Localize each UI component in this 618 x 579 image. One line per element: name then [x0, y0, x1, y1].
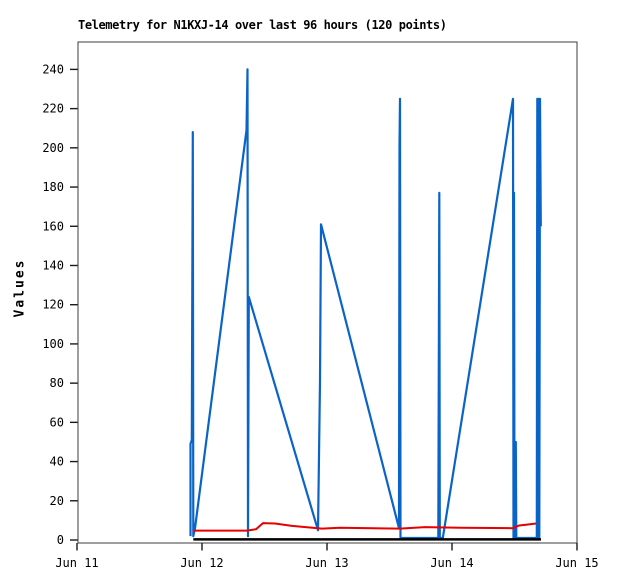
y-tick-label: 120: [42, 298, 64, 312]
y-tick-label: 80: [50, 376, 64, 390]
y-tick-label: 0: [57, 533, 64, 547]
series-channel-1-blue: [189, 68, 542, 540]
x-tick-label: Jun 15: [555, 556, 598, 570]
y-tick-label: 240: [42, 62, 64, 76]
y-tick-label: 140: [42, 258, 64, 272]
y-tick-label: 200: [42, 141, 64, 155]
y-tick-label: 60: [50, 415, 64, 429]
y-tick-label: 100: [42, 337, 64, 351]
y-tick-label: 40: [50, 455, 64, 469]
chart-title: Telemetry for N1KXJ-14 over last 96 hour…: [78, 18, 447, 32]
x-tick-label: Jun 13: [305, 556, 348, 570]
y-tick-label: 20: [50, 494, 64, 508]
y-tick-label: 180: [42, 180, 64, 194]
x-tick-label: Jun 12: [180, 556, 223, 570]
plot-border: [77, 41, 578, 544]
x-tick-label: Jun 11: [55, 556, 98, 570]
y-tick-label: 160: [42, 219, 64, 233]
y-tick-label: 220: [42, 102, 64, 116]
x-tick-label: Jun 14: [430, 556, 473, 570]
series-channel-2-red: [194, 522, 537, 532]
